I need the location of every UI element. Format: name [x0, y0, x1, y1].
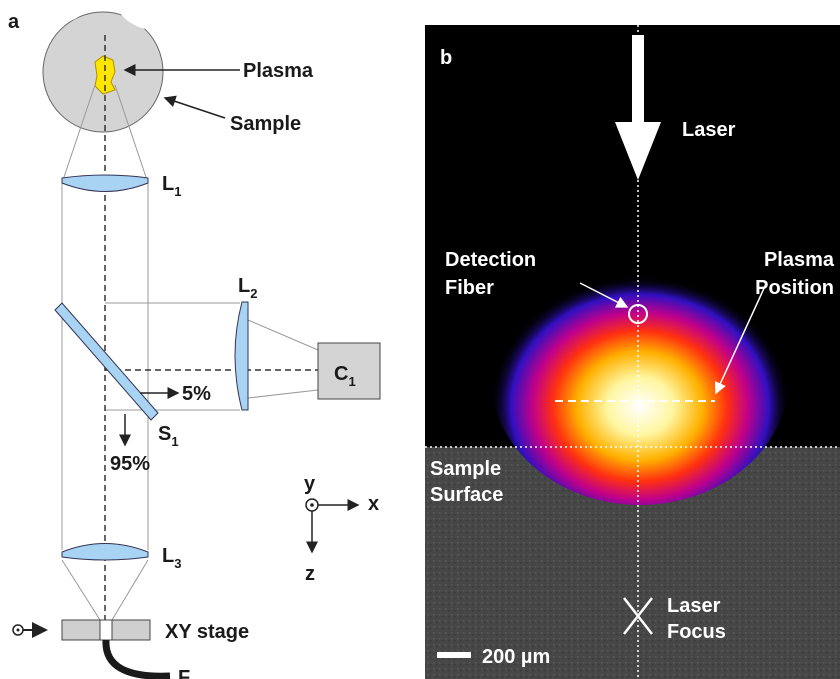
scale-label: 200 µm: [482, 646, 550, 668]
panel-label: b: [440, 47, 452, 69]
axis-label: y: [304, 473, 316, 495]
axis-label: x: [368, 493, 379, 515]
panel-a: a Plasma Sample L1 S1 L2 C1 5% 95% y x z…: [8, 0, 380, 679]
figure: a Plasma Sample L1 S1 L2 C1 5% 95% y x z…: [0, 0, 840, 679]
laser-label: Laser: [682, 119, 736, 141]
page: a Plasma Sample L1 S1 L2 C1 5% 95% y x z…: [0, 0, 840, 679]
axis-label: z: [305, 563, 315, 585]
plasma-label: Plasma: [243, 60, 314, 82]
splitter-label: S1: [158, 423, 179, 449]
stage-label: XY stage: [165, 621, 249, 643]
lens-label: L2: [238, 275, 257, 301]
sample-label: Sample: [230, 113, 301, 135]
fiber-label: F1: [178, 667, 197, 679]
split-label: 95%: [110, 453, 150, 475]
lens-label: L3: [162, 545, 181, 571]
panel-label: a: [8, 11, 20, 33]
split-label: 5%: [182, 383, 211, 405]
lens-label: L1: [162, 173, 181, 199]
